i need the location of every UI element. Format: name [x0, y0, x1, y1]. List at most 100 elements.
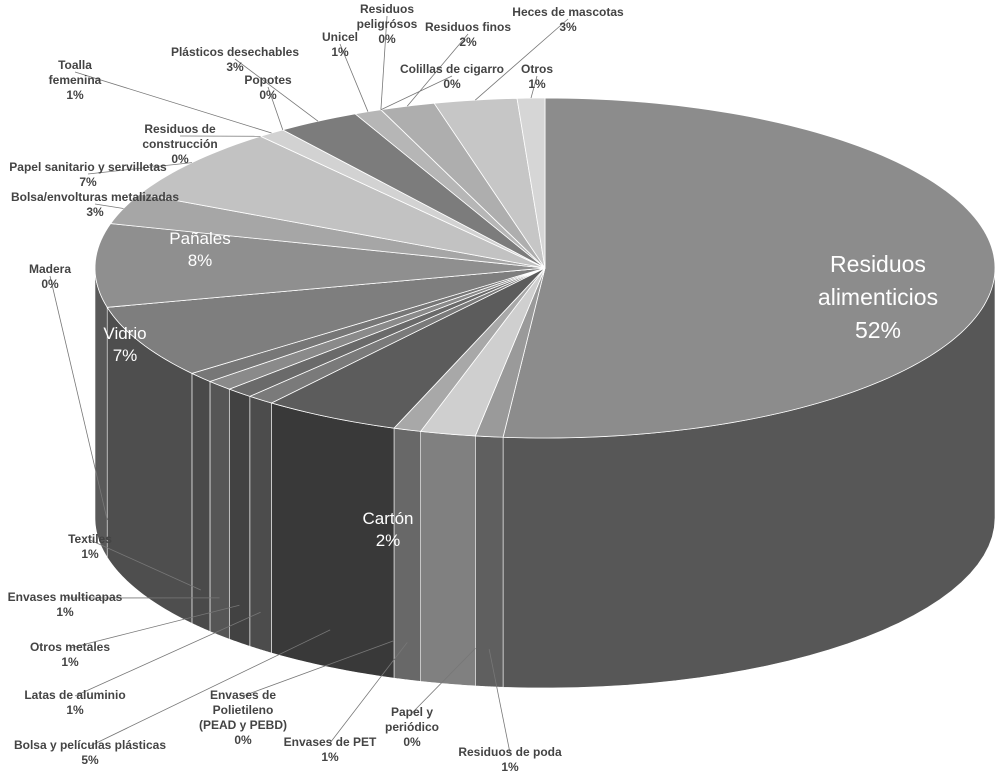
percent-label: 1%: [501, 760, 519, 774]
slice-label: Residuos peligrósos 0%: [347, 2, 427, 47]
slice-side: [249, 395, 272, 654]
percent-label: 0%: [403, 735, 421, 749]
category-name: Textiles: [68, 532, 112, 546]
slice-label: Heces de mascotas 3%: [503, 5, 633, 35]
slice-label: Unicel 1%: [310, 30, 370, 60]
percent-label: 52%: [854, 317, 902, 343]
slice-label: Bolsa y películas plásticas 5%: [5, 738, 175, 768]
leader-line: [411, 648, 476, 714]
slice-label: Envases de Polietileno (PEAD y PEBD) 0%: [193, 688, 293, 748]
leader-line: [89, 539, 201, 591]
category-name: Papel sanitario y servilletas: [9, 160, 167, 174]
category-name: Unicel: [321, 30, 358, 44]
slice-label: Popotes 0%: [238, 73, 298, 103]
leader-line: [475, 18, 569, 101]
percent-label: 1%: [61, 655, 79, 669]
percent-label: 0%: [171, 152, 189, 166]
category-name: Cartón: [362, 509, 414, 528]
percent-label: 0%: [259, 88, 277, 102]
slice: [139, 135, 546, 269]
category-name: Bolsa y películas plásticas: [13, 738, 167, 752]
category-name: Otros: [520, 62, 553, 76]
slice-label: Bolsa/envolturas metalizadas 3%: [0, 190, 190, 220]
leader-line: [89, 629, 331, 747]
slice-label: Residuos de poda 1%: [445, 745, 575, 775]
percent-label: 7%: [79, 175, 97, 189]
slice: [281, 113, 546, 269]
slice-label: Pañales 8%: [160, 228, 240, 272]
category-name: Envases de PET: [283, 735, 377, 749]
percent-label: 1%: [66, 703, 84, 717]
category-name: Bolsa/envolturas metalizadas: [10, 190, 180, 204]
percent-label: 5%: [81, 753, 99, 767]
leader-line: [69, 604, 240, 649]
percent-label: 1%: [321, 750, 339, 764]
slice: [502, 97, 996, 439]
slice-side: [191, 372, 211, 632]
percent-label: 1%: [331, 45, 349, 59]
slice: [516, 97, 546, 269]
category-name: Plásticos desechables: [170, 45, 300, 59]
percent-label: 3%: [559, 20, 577, 34]
leader-line: [234, 58, 319, 122]
category-name: Residuos de construcción: [142, 122, 218, 151]
leader-line: [339, 43, 369, 112]
leader-line: [94, 203, 124, 209]
slice-side: [228, 388, 251, 647]
slice-label: Papel y periódico 0%: [377, 705, 447, 750]
slice-side: [420, 431, 476, 687]
category-name: Envases multicapas: [7, 590, 123, 604]
slice-label: Textiles 1%: [55, 532, 125, 562]
category-name: Popotes: [244, 73, 292, 87]
percent-label: 8%: [187, 251, 213, 270]
category-name: Toalla femenina: [48, 58, 102, 87]
slice-label: Residuos de construcción 0%: [105, 122, 255, 167]
leader-line: [380, 15, 388, 110]
slice-label: Envases de PET 1%: [280, 735, 380, 765]
slice: [94, 223, 546, 308]
slice-label: Envases multicapas 1%: [0, 590, 130, 620]
leader-line: [530, 75, 538, 99]
slice-label: Colillas de cigarro 0%: [392, 62, 512, 92]
leader-line: [406, 33, 469, 107]
category-name: Pañales: [169, 229, 231, 248]
slice-label: Vidrio 7%: [85, 323, 165, 367]
percent-label: 7%: [112, 346, 138, 365]
leader-line: [74, 611, 261, 697]
slice: [270, 267, 546, 429]
leader-line: [87, 162, 192, 175]
category-name: Heces de mascotas: [512, 5, 624, 19]
percent-label: 0%: [443, 77, 461, 91]
percent-label: 1%: [81, 547, 99, 561]
leader-line: [488, 649, 511, 754]
category-name: Residuos alimenticios: [817, 251, 939, 310]
slice: [106, 267, 546, 374]
leader-line: [74, 71, 272, 134]
percent-label: 2%: [375, 531, 401, 550]
slice-label: Toalla femenina 1%: [40, 58, 110, 103]
slice-side: [94, 267, 108, 559]
percent-label: 3%: [86, 205, 104, 219]
slice-label: Cartón 2%: [348, 508, 428, 552]
slice-label: Residuos alimenticios 52%: [793, 248, 963, 347]
leader-line: [329, 642, 408, 744]
slice: [380, 102, 546, 269]
slice-side: [209, 381, 230, 640]
slice-label: Otros metales 1%: [20, 640, 120, 670]
category-name: Latas de aluminio: [24, 688, 126, 702]
category-name: Papel y periódico: [384, 705, 439, 734]
percent-label: 3%: [226, 60, 244, 74]
slice-label: Residuos finos 2%: [418, 20, 518, 50]
leader-line: [380, 75, 453, 111]
slice-label: Otros 1%: [512, 62, 562, 92]
category-name: Residuos de poda: [458, 745, 562, 759]
category-name: Vidrio: [103, 324, 147, 343]
category-name: Residuos finos: [424, 20, 511, 34]
slice-label: Madera 0%: [25, 262, 75, 292]
slice: [419, 267, 546, 437]
category-name: Envases de Polietileno (PEAD y PEBD): [198, 688, 287, 732]
leader-line: [267, 86, 284, 130]
percent-label: 0%: [234, 733, 252, 747]
